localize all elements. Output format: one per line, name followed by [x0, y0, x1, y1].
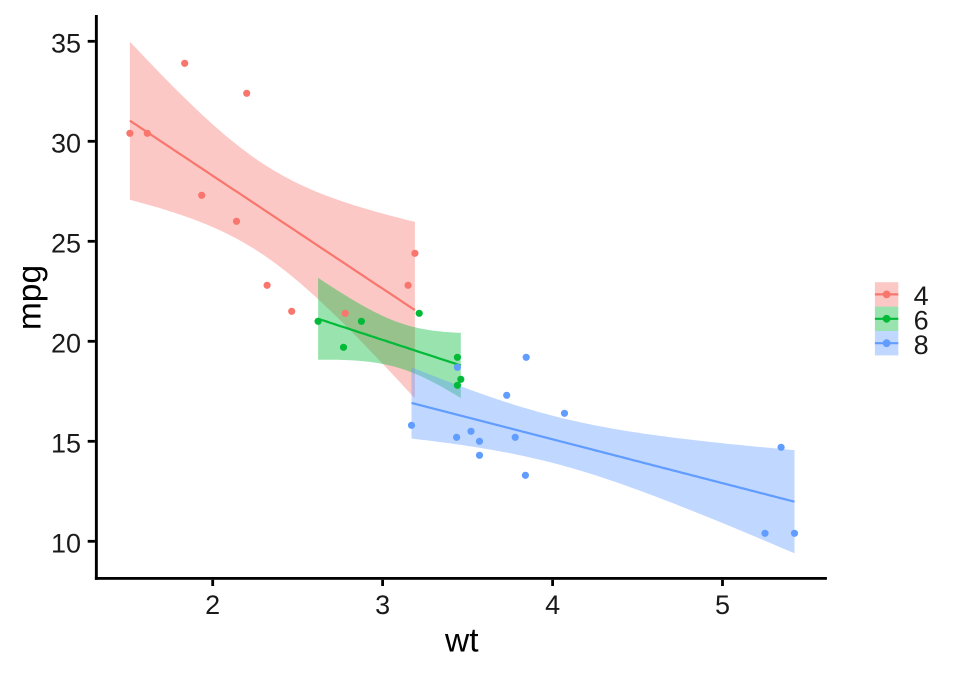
svg-text:25: 25 — [51, 228, 81, 258]
svg-text:2: 2 — [205, 590, 220, 620]
svg-text:8: 8 — [914, 330, 929, 360]
svg-text:wt: wt — [444, 622, 479, 659]
svg-text:10: 10 — [51, 528, 81, 558]
svg-text:mpg: mpg — [12, 265, 49, 330]
svg-text:30: 30 — [51, 128, 81, 158]
svg-text:6: 6 — [914, 306, 929, 336]
svg-text:35: 35 — [51, 28, 81, 58]
svg-text:5: 5 — [715, 590, 730, 620]
svg-text:20: 20 — [51, 328, 81, 358]
svg-text:4: 4 — [914, 281, 929, 311]
svg-text:4: 4 — [545, 590, 560, 620]
svg-text:3: 3 — [375, 590, 390, 620]
svg-text:15: 15 — [51, 428, 81, 458]
